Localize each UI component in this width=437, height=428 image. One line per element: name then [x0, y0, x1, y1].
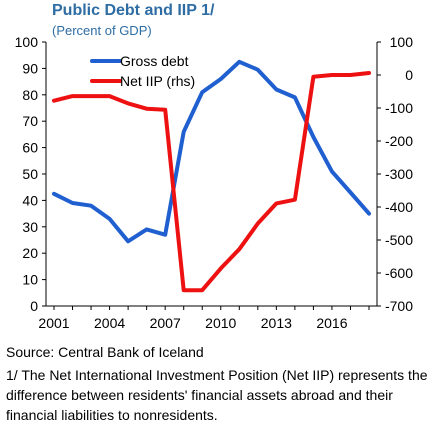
right-tick-label: -200 — [385, 133, 413, 149]
left-tick-label: 60 — [22, 140, 38, 156]
x-tick-label: 2001 — [38, 315, 69, 331]
left-tick-label: 100 — [15, 34, 39, 50]
right-tick-label: -600 — [385, 265, 413, 281]
series-line-gross-debt — [52, 59, 371, 244]
left-tick-label: 70 — [22, 113, 38, 129]
right-tick-label: -100 — [385, 100, 413, 116]
chart-axes: 0 10 20 30 40 50 60 70 80 90 100 100 0 -100 -200 -300 -4… — [15, 34, 414, 331]
x-tick-label: 2004 — [94, 315, 125, 331]
chart-subtitle: (Percent of GDP) — [52, 23, 152, 38]
right-tick-label: -700 — [385, 298, 413, 314]
left-tick-label: 90 — [22, 60, 38, 76]
legend-label: Gross debt — [120, 53, 189, 69]
right-tick-label: -500 — [385, 232, 413, 248]
right-tick-label: -300 — [385, 166, 413, 182]
series-line-net-iip-rhs — [52, 71, 371, 293]
chart-series-layer — [52, 59, 371, 293]
source-text: Source: Central Bank of Iceland — [6, 344, 204, 360]
footnote-text: 1/ The Net International Investment Posi… — [6, 367, 428, 423]
left-tick-label: 0 — [30, 298, 38, 314]
left-tick-label: 30 — [22, 219, 38, 235]
left-tick-label: 20 — [22, 245, 38, 261]
x-tick-label: 2013 — [261, 315, 292, 331]
x-tick-label: 2007 — [150, 315, 181, 331]
right-tick-label: 100 — [390, 34, 414, 50]
left-tick-label: 80 — [22, 87, 38, 103]
left-tick-label: 40 — [22, 192, 38, 208]
right-tick-label: 0 — [405, 67, 413, 83]
x-tick-label: 2010 — [205, 315, 236, 331]
chart-legend: Gross debt Net IIP (rhs) — [90, 53, 195, 89]
left-tick-label: 10 — [22, 272, 38, 288]
line-chart: 0 10 20 30 40 50 60 70 80 90 100 100 0 -100 -200 -300 -4… — [15, 34, 414, 331]
chart-title: Public Debt and IIP 1/ — [52, 2, 215, 19]
legend-label: Net IIP (rhs) — [120, 73, 195, 89]
right-tick-label: -400 — [385, 199, 413, 215]
x-tick-label: 2016 — [316, 315, 347, 331]
left-tick-label: 50 — [22, 166, 38, 182]
